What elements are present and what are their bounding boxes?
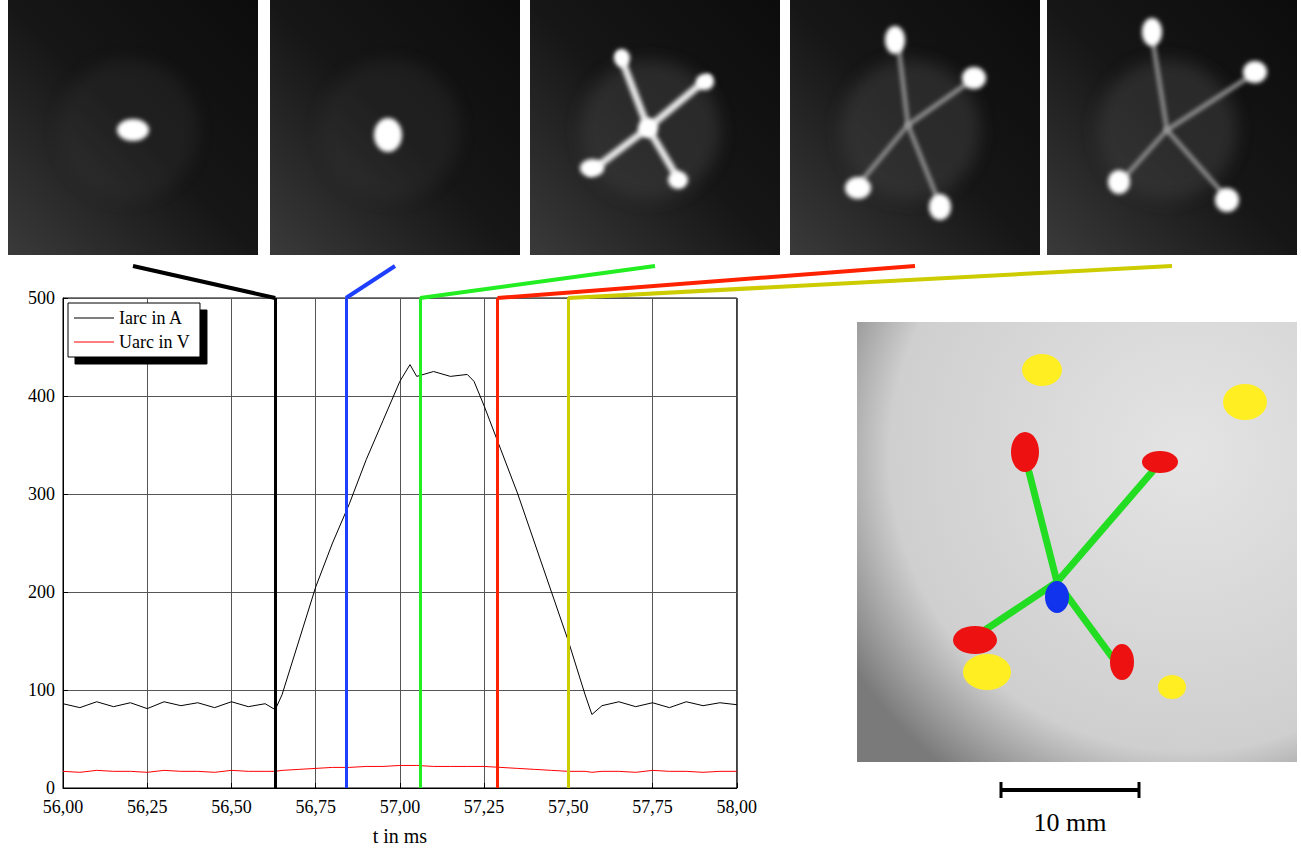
svg-text:58,00: 58,00	[717, 797, 758, 817]
svg-text:57,50: 57,50	[548, 797, 589, 817]
svg-text:10 mm: 10 mm	[1034, 808, 1107, 837]
svg-text:200: 200	[28, 582, 55, 602]
svg-text:57,00: 57,00	[380, 797, 421, 817]
svg-text:57,75: 57,75	[632, 797, 673, 817]
svg-text:Iarc in A: Iarc in A	[119, 308, 182, 328]
svg-text:56,50: 56,50	[211, 797, 252, 817]
svg-text:56,25: 56,25	[127, 797, 168, 817]
svg-text:56,00: 56,00	[43, 797, 84, 817]
svg-text:56,75: 56,75	[295, 797, 336, 817]
svg-text:400: 400	[28, 386, 55, 406]
svg-text:57,25: 57,25	[464, 797, 505, 817]
svg-text:300: 300	[28, 484, 55, 504]
svg-text:500: 500	[28, 288, 55, 308]
svg-text:t in ms: t in ms	[373, 825, 428, 847]
svg-text:Uarc in V: Uarc in V	[119, 332, 190, 352]
svg-text:0: 0	[46, 778, 55, 798]
svg-text:100: 100	[28, 680, 55, 700]
